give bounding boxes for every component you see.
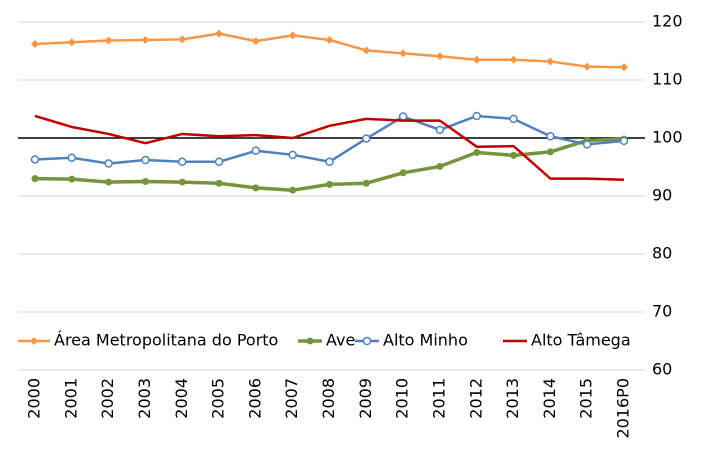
legend-marker <box>30 337 38 345</box>
point <box>30 155 40 164</box>
point <box>362 134 371 143</box>
point <box>435 125 445 135</box>
point <box>178 178 186 186</box>
x-tick-label: 2006 <box>245 378 264 419</box>
x-tick-label: 2005 <box>209 378 228 419</box>
point <box>399 49 408 58</box>
x-tick-label: 2003 <box>135 378 154 419</box>
point <box>68 175 76 183</box>
point <box>435 52 444 61</box>
point <box>214 157 224 167</box>
point <box>325 157 334 167</box>
point <box>583 62 592 71</box>
point <box>399 169 407 177</box>
point <box>325 35 334 44</box>
point <box>178 157 187 167</box>
point <box>288 31 297 40</box>
x-tick-label: 2008 <box>319 378 338 419</box>
x-tick-label: 2015 <box>577 378 596 419</box>
point <box>546 132 555 141</box>
point <box>31 175 39 183</box>
legend-label: Área Metropolitana do Porto <box>54 331 278 350</box>
x-tick-label: 2014 <box>540 378 559 419</box>
x-tick-label: 2009 <box>356 378 375 419</box>
y-tick-label: 60 <box>652 360 672 379</box>
point <box>582 140 592 149</box>
x-tick-label: 2010 <box>393 378 412 419</box>
point <box>362 46 371 55</box>
point <box>215 179 223 187</box>
x-tick-label: 2007 <box>282 378 301 419</box>
point <box>473 149 481 156</box>
legend-label: Alto Minho <box>383 331 468 350</box>
x-tick-label: 2002 <box>98 378 117 419</box>
point <box>509 55 518 64</box>
legend-marker <box>306 337 314 345</box>
x-tick-label: 2016P0 <box>614 378 633 439</box>
point <box>546 148 554 156</box>
point <box>141 178 149 185</box>
point <box>472 111 481 121</box>
point <box>141 35 150 44</box>
point <box>67 153 77 162</box>
y-tick-label: 70 <box>652 302 672 321</box>
point <box>326 180 333 188</box>
point <box>178 35 187 44</box>
point <box>436 162 444 170</box>
legend-label: Ave <box>326 331 355 350</box>
y-tick-label: 100 <box>652 128 683 147</box>
legend-marker <box>362 336 372 346</box>
series-line <box>34 114 625 182</box>
x-tick-label: 2004 <box>172 378 191 419</box>
point <box>104 36 113 45</box>
x-tick-label: 2013 <box>503 378 522 419</box>
point <box>619 136 629 146</box>
point <box>546 57 555 66</box>
y-tick-label: 90 <box>652 186 672 205</box>
y-tick-label: 120 <box>652 12 683 31</box>
point <box>141 155 150 165</box>
point <box>288 150 297 160</box>
point <box>252 184 260 192</box>
point <box>31 40 39 49</box>
point <box>104 159 113 168</box>
point <box>509 114 518 124</box>
point <box>67 38 76 47</box>
x-tick-label: 2011 <box>429 378 448 419</box>
x-tick-label: 2012 <box>466 378 485 419</box>
point <box>362 179 370 187</box>
x-tick-label: 2001 <box>61 378 80 419</box>
point <box>510 151 518 159</box>
point <box>472 55 481 64</box>
point <box>251 146 261 156</box>
legend-label: Alto Tâmega <box>531 331 631 350</box>
point <box>620 63 628 72</box>
y-tick-label: 110 <box>652 70 683 89</box>
series-line <box>34 114 625 165</box>
point <box>215 29 224 38</box>
point <box>105 178 113 186</box>
point <box>398 112 408 121</box>
point <box>289 186 297 194</box>
x-tick-label: 2000 <box>25 378 44 419</box>
point <box>251 37 260 46</box>
y-tick-label: 80 <box>652 244 672 263</box>
